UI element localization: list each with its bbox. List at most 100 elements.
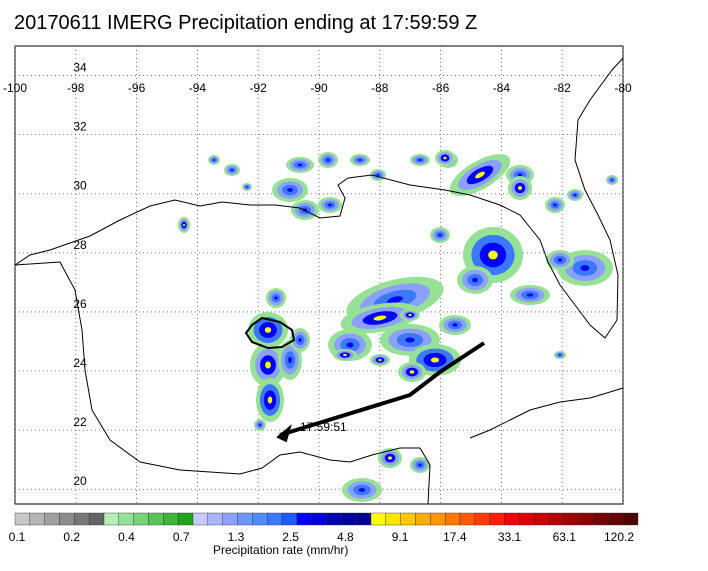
rain-cell [430, 357, 440, 363]
rain-cell [418, 159, 422, 161]
colorbar-swatch [296, 512, 312, 526]
colorbar-swatch [622, 512, 639, 526]
lon-tick-label: -100 [3, 81, 27, 95]
rain-cell [287, 188, 293, 192]
rain-cell [488, 250, 498, 260]
colorbar-swatch [400, 512, 416, 526]
colorbar-tick-label: 17.4 [443, 530, 467, 544]
rain-cell [378, 359, 382, 361]
rain-cell [553, 203, 557, 207]
colorbar-tick-label: 4.8 [337, 530, 354, 544]
lat-tick-label: 30 [73, 179, 87, 193]
rain-cell [326, 158, 330, 162]
rain-cell [376, 174, 380, 176]
precipitation-field [178, 150, 618, 502]
rain-cell [557, 258, 563, 262]
colorbar-swatch [459, 512, 476, 526]
colorbar-tick-label: 0.2 [63, 530, 81, 544]
rain-cell [328, 203, 332, 207]
rain-cell [452, 323, 458, 327]
colorbar-swatch [563, 512, 579, 526]
colorbar-tick-label: 0.7 [172, 530, 190, 544]
lon-tick-label: -90 [310, 81, 328, 95]
cuba-coastline [469, 387, 624, 439]
colorbar-swatch [222, 512, 238, 526]
rain-cell [472, 277, 478, 283]
rain-cell [443, 156, 447, 160]
lat-tick-label: 28 [73, 238, 87, 252]
colorbar-swatch [59, 512, 75, 526]
lat-tick-label: 22 [73, 415, 87, 429]
colorbar-swatch [88, 512, 105, 526]
rain-cell [573, 194, 577, 196]
colorbar-swatch [14, 512, 31, 526]
longitude-labels: -100 -98 -96 -94 -92 -90 -88 -86 -84 -82 -80 [3, 81, 632, 95]
rain-cell [358, 488, 366, 492]
colorbar-swatch [578, 512, 594, 526]
colorbar-tick-label: 9.1 [391, 530, 409, 544]
rain-cell [288, 356, 292, 364]
rain-cell [387, 296, 403, 304]
rain-cell [517, 173, 523, 177]
map-title: 20170611 IMERG Precipitation ending at 1… [14, 12, 478, 34]
lat-tick-label: 24 [73, 356, 87, 370]
colorbar-tick-label: 120.2 [603, 530, 635, 544]
rain-cell [274, 296, 278, 300]
colorbar-swatch [489, 512, 505, 526]
track-arrowhead [276, 424, 292, 443]
rain-cell [246, 186, 248, 188]
rain-cell [373, 315, 387, 321]
colorbar-swatch [133, 512, 149, 526]
lat-tick-label: 32 [73, 120, 87, 134]
rain-cell [358, 159, 362, 161]
colorbar-swatch [177, 512, 194, 526]
lon-tick-label: -94 [189, 81, 207, 95]
colorbar-tick-label: 2.5 [282, 530, 299, 544]
rain-cell [298, 338, 302, 342]
rain-cell [559, 354, 561, 356]
rain-cell [418, 463, 422, 467]
latitude-labels: 34 32 30 28 26 24 22 20 [73, 61, 87, 489]
colorbar-swatch [266, 512, 283, 526]
colorbar-swatch [385, 512, 401, 526]
colorbar-swatch [192, 512, 209, 526]
colorbar-swatch [548, 512, 565, 526]
lat-tick-label: 20 [73, 474, 87, 488]
colorbar-swatch [504, 512, 520, 526]
coastline [14, 57, 624, 505]
colorbar-swatch [370, 512, 387, 526]
rain-cell [267, 396, 273, 404]
lon-tick-label: -80 [614, 81, 632, 95]
rain-cell [297, 163, 303, 167]
lon-tick-label: -86 [432, 81, 450, 95]
rain-cell [409, 370, 415, 374]
colorbar-swatch [311, 512, 327, 526]
rain-cell [611, 179, 613, 181]
rain-cell [475, 171, 485, 179]
lon-tick-label: -88 [371, 81, 389, 95]
lon-tick-label: -98 [67, 81, 85, 95]
colorbar-swatch [474, 512, 490, 526]
colorbar-swatch [355, 512, 372, 526]
colorbar-swatch [593, 512, 609, 526]
colorbar-swatch [415, 512, 431, 526]
colorbar-swatch [444, 512, 461, 526]
colorbar-swatch [533, 512, 550, 526]
rain-cell [230, 169, 234, 171]
rain-cell [388, 456, 392, 460]
rain-cell [346, 342, 354, 348]
colorbar-swatch [207, 512, 223, 526]
us-coastline [14, 57, 624, 339]
lon-tick-label: -92 [250, 81, 268, 95]
lon-tick-label: -96 [128, 81, 146, 95]
colorbar-swatch [103, 512, 120, 526]
colorbar-swatch [430, 512, 446, 526]
mexico-coastline [14, 261, 431, 505]
storm-contour [244, 316, 296, 350]
colorbar-swatch [163, 512, 179, 526]
colorbar [14, 512, 639, 526]
rain-cell [264, 327, 272, 333]
colorbar-title: Precipitation rate (mm/hr) [213, 543, 349, 557]
rain-cell [343, 354, 347, 356]
